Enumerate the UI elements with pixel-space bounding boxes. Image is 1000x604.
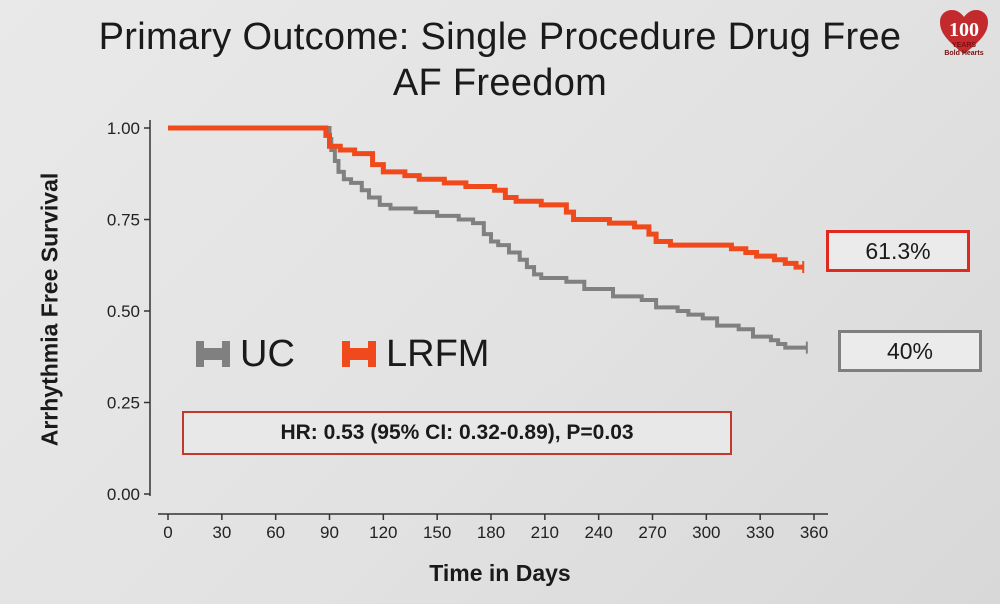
logo-caption: YEARS	[951, 42, 977, 49]
series-line-uc	[168, 126, 807, 350]
x-tick-label: 120	[369, 523, 397, 542]
x-tick-label: 150	[423, 523, 451, 542]
x-tick-label: 330	[746, 523, 774, 542]
x-tick-label: 180	[477, 523, 505, 542]
y-tick-label: 0.25	[107, 394, 140, 413]
logo-number: 100	[949, 19, 979, 41]
x-tick-label: 0	[163, 523, 172, 542]
title-line-1: Primary Outcome: Single Procedure Drug F…	[98, 16, 902, 58]
legend-swatch-uc	[196, 341, 230, 367]
legend-item-lrfm: LRFM	[342, 332, 490, 375]
y-axis-label-text: Arrhythmia Free Survival	[36, 172, 63, 447]
uc-end-label: 40%	[838, 330, 982, 372]
series-line-lrfm	[168, 125, 804, 270]
x-tick-label: 270	[638, 523, 666, 542]
heart-100-years-logo-icon: 100 YEARS Bold Hearts	[936, 6, 992, 58]
x-tick-label: 300	[692, 523, 720, 542]
x-tick-label: 210	[531, 523, 559, 542]
x-tick-label: 90	[320, 523, 339, 542]
legend-label-lrfm: LRFM	[386, 332, 490, 375]
logo-tagline: Bold Hearts	[944, 50, 984, 57]
x-tick-label: 60	[266, 523, 285, 542]
hazard-ratio-box: HR: 0.53 (95% CI: 0.32-0.89), P=0.03	[182, 411, 732, 455]
legend-swatch-lrfm	[342, 341, 376, 367]
x-tick-label: 30	[212, 523, 231, 542]
title-line-2: AF Freedom	[392, 62, 608, 104]
y-tick-label: 0.00	[107, 485, 140, 504]
y-tick-label: 0.50	[107, 302, 140, 321]
lrfm-end-label: 61.3%	[826, 230, 970, 272]
y-tick-label: 0.75	[107, 211, 140, 230]
x-tick-label: 360	[800, 523, 828, 542]
x-tick-label: 240	[584, 523, 612, 542]
legend-item-uc: UC	[196, 332, 295, 375]
slide-title: Primary Outcome: Single Procedure Drug F…	[0, 14, 1000, 106]
x-axis-label: Time in Days	[429, 560, 571, 586]
legend-label-uc: UC	[240, 332, 295, 375]
y-tick-label: 1.00	[107, 119, 140, 138]
